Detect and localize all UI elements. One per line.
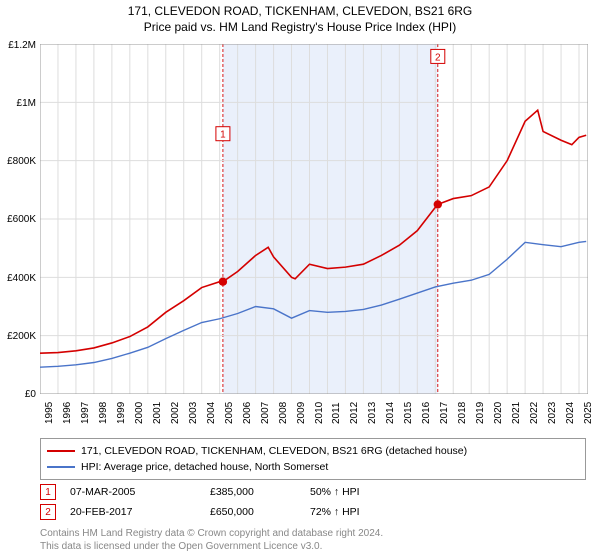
sale-hpi: 50% ↑ HPI	[310, 486, 410, 498]
x-tick-label: 2007	[260, 402, 271, 424]
x-tick-label: 2021	[511, 402, 522, 424]
title-block: 171, CLEVEDON ROAD, TICKENHAM, CLEVEDON,…	[0, 0, 600, 34]
x-tick-label: 2008	[278, 402, 289, 424]
y-tick-label: £1.2M	[0, 40, 36, 51]
x-tick-label: 1995	[44, 402, 55, 424]
chart-title: 171, CLEVEDON ROAD, TICKENHAM, CLEVEDON,…	[0, 4, 600, 18]
sale-date: 20-FEB-2017	[70, 506, 210, 518]
sale-price: £650,000	[210, 506, 310, 518]
x-tick-label: 2014	[385, 402, 396, 424]
sale-row: 1 07-MAR-2005 £385,000 50% ↑ HPI	[40, 482, 410, 502]
sale-marker-icon: 1	[40, 484, 56, 500]
x-tick-label: 2003	[188, 402, 199, 424]
legend-swatch	[47, 450, 75, 452]
x-tick-label: 2017	[439, 402, 450, 424]
x-tick-label: 2005	[224, 402, 235, 424]
x-tick-label: 1996	[62, 402, 73, 424]
legend-label: 171, CLEVEDON ROAD, TICKENHAM, CLEVEDON,…	[81, 445, 467, 457]
y-tick-label: £800K	[0, 156, 36, 167]
svg-text:2: 2	[435, 52, 441, 63]
footer-attribution: Contains HM Land Registry data © Crown c…	[40, 528, 383, 553]
sale-hpi: 72% ↑ HPI	[310, 506, 410, 518]
x-tick-label: 2025	[583, 402, 594, 424]
x-tick-label: 2018	[457, 402, 468, 424]
x-tick-label: 2009	[296, 402, 307, 424]
x-tick-label: 2011	[331, 402, 342, 424]
x-tick-label: 2013	[367, 402, 378, 424]
y-tick-label: £400K	[0, 273, 36, 284]
sale-price: £385,000	[210, 486, 310, 498]
chart-container: 171, CLEVEDON ROAD, TICKENHAM, CLEVEDON,…	[0, 0, 600, 560]
legend-label: HPI: Average price, detached house, Nort…	[81, 461, 328, 473]
y-tick-label: £1M	[0, 98, 36, 109]
x-tick-label: 2023	[547, 402, 558, 424]
x-tick-label: 2022	[529, 402, 540, 424]
x-tick-label: 2012	[349, 402, 360, 424]
footer-line: This data is licensed under the Open Gov…	[40, 541, 383, 554]
x-tick-label: 1997	[80, 402, 91, 424]
x-tick-label: 2006	[242, 402, 253, 424]
x-tick-label: 2000	[134, 402, 145, 424]
x-tick-label: 2004	[206, 402, 217, 424]
footer-line: Contains HM Land Registry data © Crown c…	[40, 528, 383, 541]
chart-subtitle: Price paid vs. HM Land Registry's House …	[0, 20, 600, 34]
y-tick-label: £200K	[0, 331, 36, 342]
chart-svg: 12	[40, 44, 588, 394]
svg-text:1: 1	[220, 130, 226, 141]
y-tick-label: £600K	[0, 214, 36, 225]
legend-swatch	[47, 466, 75, 468]
legend-row: HPI: Average price, detached house, Nort…	[47, 459, 579, 475]
x-tick-label: 2010	[314, 402, 325, 424]
x-tick-label: 2015	[403, 402, 414, 424]
sales-table: 1 07-MAR-2005 £385,000 50% ↑ HPI 2 20-FE…	[40, 482, 410, 522]
x-tick-label: 1999	[116, 402, 127, 424]
x-tick-label: 2024	[565, 402, 576, 424]
legend-row: 171, CLEVEDON ROAD, TICKENHAM, CLEVEDON,…	[47, 443, 579, 459]
x-tick-label: 2020	[493, 402, 504, 424]
sale-row: 2 20-FEB-2017 £650,000 72% ↑ HPI	[40, 502, 410, 522]
x-tick-label: 2001	[152, 402, 163, 424]
x-tick-label: 2019	[475, 402, 486, 424]
sale-date: 07-MAR-2005	[70, 486, 210, 498]
x-tick-label: 2016	[421, 402, 432, 424]
legend-box: 171, CLEVEDON ROAD, TICKENHAM, CLEVEDON,…	[40, 438, 586, 480]
x-tick-label: 2002	[170, 402, 181, 424]
sale-marker-icon: 2	[40, 504, 56, 520]
y-tick-label: £0	[0, 389, 36, 400]
x-tick-label: 1998	[98, 402, 109, 424]
